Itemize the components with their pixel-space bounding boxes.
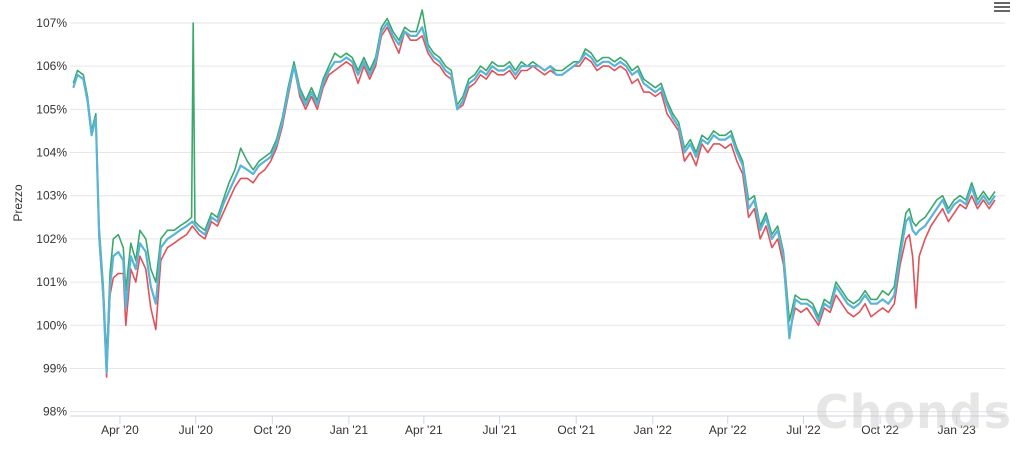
x-tick-label: Jul '21 [482, 423, 517, 437]
hamburger-menu-icon-line [994, 10, 1010, 12]
x-axis-labels: Apr '20 Jul '20 Oct '20 Jan '21 Apr '21 Jul '… [101, 423, 976, 437]
x-tick-label: Jul '20 [179, 423, 214, 437]
x-tick-label: Jan '21 [330, 423, 369, 437]
series-line-3[interactable] [72, 21, 996, 374]
hamburger-menu-icon [994, 2, 1010, 4]
series-line-2[interactable] [72, 9, 996, 361]
y-tick-label: 100% [36, 318, 67, 332]
y-tick-label: 106% [36, 59, 67, 73]
series-line-1[interactable] [72, 26, 996, 378]
chart-menu-button[interactable] [994, 0, 1010, 14]
x-tick-label: Jan '22 [634, 423, 673, 437]
x-tick-label: Jan '23 [938, 423, 977, 437]
y-tick-label: 105% [36, 102, 67, 116]
x-tick-label: Oct '21 [557, 423, 595, 437]
y-tick-label: 107% [36, 16, 67, 30]
x-tick-label: Apr '22 [709, 423, 747, 437]
series-layer [72, 9, 996, 378]
y-tick-label: 102% [36, 232, 67, 246]
x-tick-label: Oct '20 [253, 423, 291, 437]
watermark-logo: Chonds [815, 385, 1012, 439]
hamburger-menu-icon-line [994, 6, 1010, 8]
x-axis [70, 415, 1005, 424]
y-tick-label: 104% [36, 146, 67, 160]
x-tick-label: Apr '21 [405, 423, 443, 437]
y-axis-title: Prezzo [11, 184, 25, 222]
y-tick-label: 101% [36, 275, 67, 289]
y-tick-label: 98% [43, 405, 67, 419]
x-tick-label: Jul '22 [786, 423, 821, 437]
y-tick-label: 99% [43, 361, 67, 375]
x-tick-label: Oct '22 [861, 423, 899, 437]
y-tick-label: 103% [36, 189, 67, 203]
x-tick-label: Apr '20 [101, 423, 139, 437]
y-axis-labels: 98% 99% 100% 101% 102% 103% 104% 105% 106% 107% [36, 16, 67, 419]
